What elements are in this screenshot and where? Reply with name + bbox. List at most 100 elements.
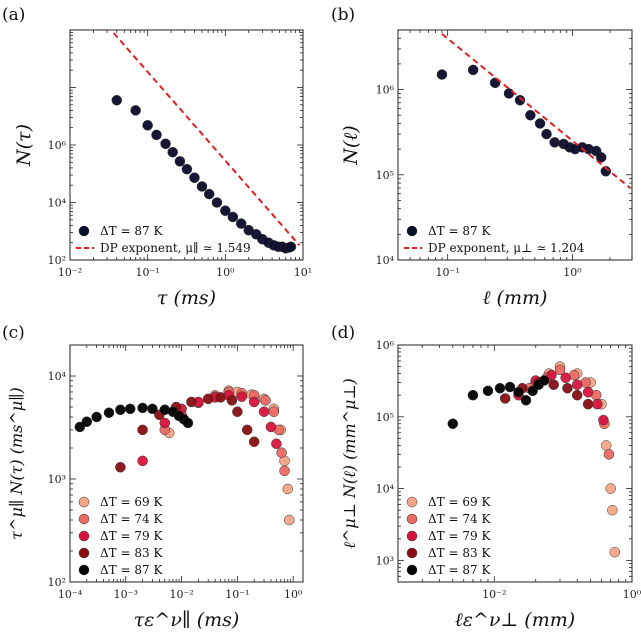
legend-marker <box>78 564 90 576</box>
data-point <box>282 483 294 495</box>
panel-2: 10⁻¹ 10⁰ 10⁴ 10⁵ 10⁶ ℓ (mm) N(ℓ) (b) ΔT = 87 K DP… <box>331 5 633 309</box>
data-point <box>130 105 141 116</box>
plot-frame <box>397 29 633 261</box>
data-point <box>137 455 148 467</box>
data-point <box>265 421 277 433</box>
x-axis-label: τε^ν∥ (ms) <box>134 609 240 631</box>
data-point <box>248 436 260 447</box>
panel-label: (d) <box>331 323 355 343</box>
data-point <box>560 372 571 383</box>
y-tick-label: 10⁴ <box>376 483 395 496</box>
data-point <box>600 440 612 451</box>
data-point <box>241 424 253 436</box>
fit-line <box>441 33 631 189</box>
data-point <box>279 465 290 477</box>
y-axis-label: N(τ) <box>13 124 35 167</box>
data-point <box>520 395 532 406</box>
legend-marker <box>78 530 90 542</box>
x-tick-label: 10⁰ <box>623 588 641 601</box>
data-point <box>447 418 459 430</box>
data-point <box>124 403 136 415</box>
data-point <box>248 396 260 408</box>
legend-entry: ΔT = 69 K <box>428 495 491 509</box>
data-point <box>603 449 615 460</box>
data-point <box>236 391 248 402</box>
data-point <box>271 438 282 449</box>
legend-entry: ΔT = 79 K <box>428 529 491 543</box>
data-point <box>258 406 270 417</box>
y-tick-label: 10² <box>48 576 66 589</box>
legend-entry: DP exponent, μ∥ ≃ 1.549 <box>100 241 251 255</box>
x-tick-label: 10⁻² <box>169 588 193 601</box>
panel-label: (a) <box>2 5 25 25</box>
data-point <box>226 395 238 406</box>
panel-label: (b) <box>331 5 355 25</box>
data-area <box>109 30 301 254</box>
x-tick-label: 10¹ <box>294 266 312 279</box>
data-point <box>595 152 607 163</box>
data-area <box>74 385 295 526</box>
panel-label: (c) <box>2 323 25 343</box>
legend-entry: DP exponent, μ⊥ ≃ 1.204 <box>428 241 585 255</box>
y-tick-label: 10³ <box>48 473 66 486</box>
legend-entry: ΔT = 83 K <box>100 546 163 560</box>
data-point <box>232 406 243 417</box>
data-point <box>582 386 594 398</box>
data-point <box>504 381 516 393</box>
legend-entry: ΔT = 79 K <box>100 529 163 543</box>
data-point <box>103 407 115 418</box>
data-point <box>592 398 603 410</box>
x-tick-label: 10⁻² <box>482 588 506 601</box>
y-tick-label: 10⁴ <box>376 254 395 267</box>
data-point <box>215 392 226 403</box>
y-axis-label: ℓ^μ⊥ N(ℓ) (mm^μ⊥) <box>340 378 359 549</box>
data-point <box>554 364 566 376</box>
data-point <box>160 138 171 150</box>
y-tick-label: 10⁶ <box>48 139 67 152</box>
legend-marker <box>406 547 418 559</box>
data-point <box>582 398 594 410</box>
y-axis-label: τ^μ∥ N(τ) (ms^μ∥) <box>7 387 26 540</box>
panel-3: 10⁻⁴ 10⁻³ 10⁻² 10⁻¹ 10⁰ 10² 10³ 10⁴ τε^ν∥ (ms) τ^… <box>2 323 304 631</box>
data-point <box>137 424 148 436</box>
legend-marker <box>78 225 90 237</box>
data-point <box>111 95 123 106</box>
data-point <box>235 218 247 229</box>
data-point <box>260 395 271 406</box>
x-axis-label: τ (ms) <box>157 287 216 309</box>
data-area <box>447 361 621 558</box>
data-point <box>538 375 550 386</box>
data-point <box>494 382 506 394</box>
x-tick-label: 10⁻² <box>58 266 82 279</box>
legend-entry: ΔT = 87 K <box>428 224 491 238</box>
data-point <box>534 118 546 129</box>
panel-1: 10⁻² 10⁻¹ 10⁰ 10¹ 10² 10⁴ 10⁶ τ (ms) N(τ) (a) ΔT =… <box>2 5 312 309</box>
legend-marker <box>78 547 90 559</box>
data-point <box>467 389 479 401</box>
data-point <box>514 94 526 106</box>
data-point <box>137 402 148 414</box>
data-point <box>181 163 193 175</box>
data-point <box>609 546 621 558</box>
data-point <box>81 416 93 427</box>
x-tick-label: 10⁻³ <box>114 588 138 601</box>
data-point <box>548 379 559 390</box>
x-tick-label: 10⁻¹ <box>225 588 249 601</box>
data-point <box>115 462 126 473</box>
data-point <box>276 447 287 458</box>
legend-marker <box>78 496 90 508</box>
x-axis-label: ℓ (mm) <box>483 287 548 309</box>
data-point <box>571 389 583 401</box>
y-tick-label: 10⁶ <box>376 339 395 352</box>
legend-entry: ΔT = 74 K <box>100 512 163 526</box>
x-tick-label: 10⁻⁴ <box>58 588 83 601</box>
data-point <box>147 403 158 415</box>
y-tick-label: 10⁵ <box>376 169 394 182</box>
data-point <box>167 146 178 158</box>
y-tick-label: 10⁴ <box>48 197 67 210</box>
data-point <box>142 120 153 131</box>
data-point <box>571 379 583 390</box>
legend-marker <box>406 530 418 542</box>
legend-entry: ΔT = 87 K <box>428 563 491 577</box>
y-axis-label: N(ℓ) <box>340 125 362 165</box>
